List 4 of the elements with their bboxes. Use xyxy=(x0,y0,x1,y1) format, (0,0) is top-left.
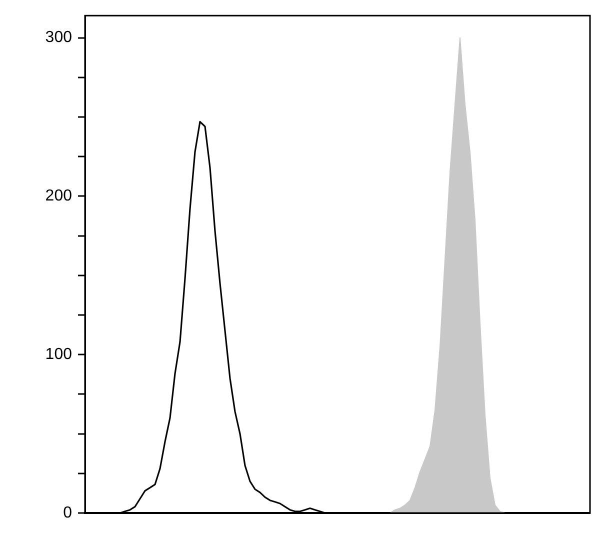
y-tick-label: 0 xyxy=(63,504,72,522)
y-tick-label: 300 xyxy=(45,29,72,46)
y-tick-label: 100 xyxy=(45,346,72,363)
y-tick-label: 200 xyxy=(45,188,72,205)
